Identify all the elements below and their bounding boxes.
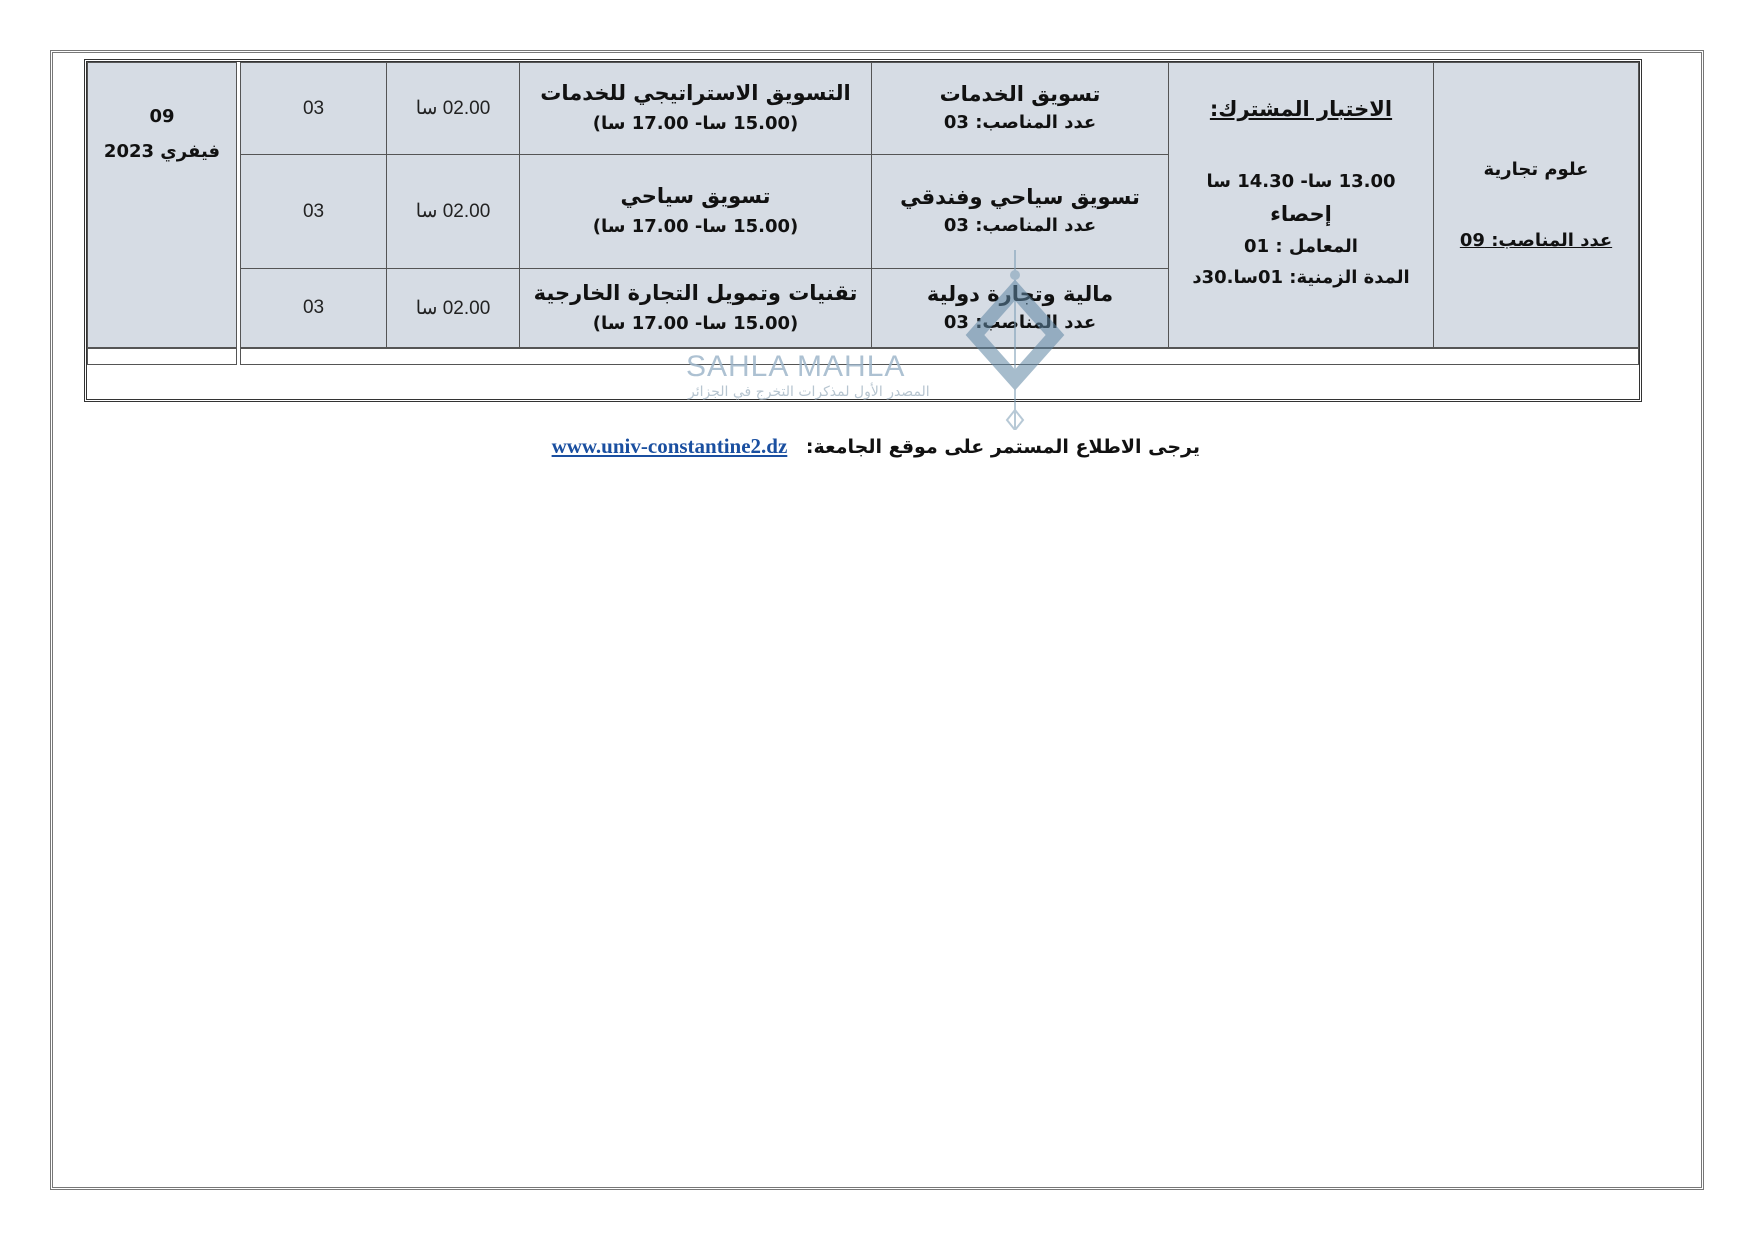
duration-value: 02.00 سا: [415, 201, 491, 222]
subject-name: التسويق الاستراتيجي للخدمات: [540, 81, 851, 106]
specialty-name: تسويق الخدمات: [939, 82, 1101, 107]
watermark-brand: SAHLA MAHLA: [686, 350, 906, 383]
specialty-positions: عدد المناصب: 03: [943, 112, 1097, 134]
exam-schedule-table: علوم تجارية عدد المناصب: 09 الاختبار الم…: [84, 59, 1642, 402]
specialty-name: تسويق سياحي وفندقي: [900, 185, 1140, 210]
specialty-cell: تسويق سياحي وفندقي عدد المناصب: 03: [871, 154, 1169, 269]
subject-time: (15.00 سا- 17.00 سا): [592, 216, 799, 238]
common-exam-cell: الاختبار المشترك: 13.00 سا- 14.30 سا إحص…: [1168, 62, 1434, 348]
date-cell: 09 فيفري 2023: [87, 62, 237, 348]
field-name: علوم تجارية: [1483, 158, 1589, 180]
date-day: 09: [149, 106, 175, 127]
footer-note: يرجى الاطلاع المستمر على موقع الجامعة: w…: [0, 434, 1200, 459]
university-website-link[interactable]: www.univ-constantine2.dz: [551, 434, 788, 458]
duration-value: 02.00 سا: [415, 297, 491, 319]
subject-cell: تسويق سياحي (15.00 سا- 17.00 سا): [519, 154, 872, 269]
common-exam-subject: إحصاء: [1270, 201, 1332, 226]
subject-time: (15.00 سا- 17.00 سا): [592, 113, 799, 135]
subject-cell: التسويق الاستراتيجي للخدمات (15.00 سا- 1…: [519, 62, 872, 155]
coefficient-cell: 03: [240, 62, 387, 155]
specialty-positions: عدد المناصب: 03: [943, 311, 1097, 333]
blank-cell: [240, 348, 1639, 365]
subject-name: تسويق سياحي: [620, 184, 771, 209]
duration-cell: 02.00 سا: [386, 154, 520, 269]
duration-cell: 02.00 سا: [386, 268, 520, 348]
specialty-cell: تسويق الخدمات عدد المناصب: 03: [871, 62, 1169, 155]
duration-cell: 02.00 سا: [386, 62, 520, 155]
watermark-tagline: المصدر الأول لمذكرات التخرج في الجزائر: [688, 384, 930, 400]
coefficient-value: 03: [302, 297, 325, 318]
blank-cell: [87, 348, 237, 365]
watermark-logo-icon: [965, 250, 1065, 430]
date-month-year: فيفري 2023: [103, 141, 221, 163]
specialty-cell: مالية وتجارة دولية عدد المناصب: 03: [871, 268, 1169, 348]
subject-name: تقنيات وتمويل التجارة الخارجية: [533, 280, 858, 305]
coefficient-cell: 03: [240, 268, 387, 348]
page-frame: [50, 50, 1704, 1190]
common-exam-title: الاختبار المشترك:: [1209, 97, 1393, 121]
footer-note-text: يرجى الاطلاع المستمر على موقع الجامعة:: [805, 436, 1200, 458]
coefficient-value: 03: [302, 200, 325, 222]
field-cell: علوم تجارية عدد المناصب: 09: [1433, 62, 1639, 348]
coefficient-cell: 03: [240, 154, 387, 269]
field-positions: عدد المناصب: 09: [1459, 230, 1613, 251]
duration-value: 02.00 سا: [415, 98, 491, 119]
subject-cell: تقنيات وتمويل التجارة الخارجية (15.00 سا…: [519, 268, 872, 348]
common-exam-time: 13.00 سا- 14.30 سا: [1206, 171, 1396, 193]
common-exam-coefficient: المعامل : 01: [1244, 235, 1358, 257]
specialty-positions: عدد المناصب: 03: [943, 215, 1097, 237]
subject-time: (15.00 سا- 17.00 سا): [592, 312, 799, 334]
coefficient-value: 03: [302, 97, 325, 119]
common-exam-duration: المدة الزمنية: 01سا.30د: [1192, 267, 1410, 289]
